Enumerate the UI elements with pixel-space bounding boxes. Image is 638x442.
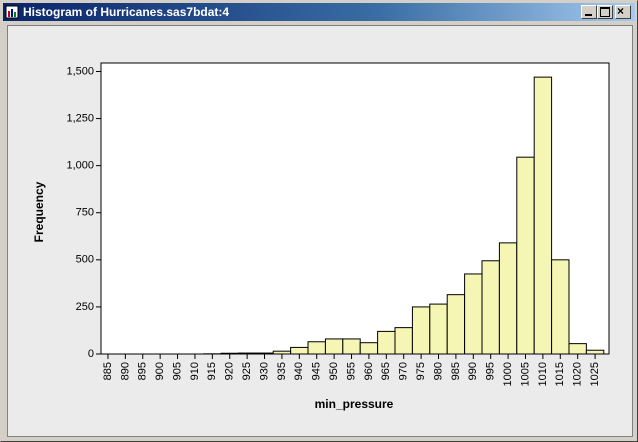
x-tick-label: 950	[328, 362, 340, 380]
y-tick-label: 500	[76, 254, 94, 266]
x-tick-label: 940	[293, 362, 305, 380]
bar	[394, 327, 413, 354]
title-bar: Histogram of Hurricanes.sas7bdat:4 ×	[3, 3, 635, 21]
y-tick-label: 1,000	[66, 160, 94, 172]
x-tick-label: 995	[485, 362, 497, 380]
y-tick-label: 250	[76, 301, 94, 313]
x-tick-label: 985	[450, 362, 462, 380]
x-tick-label: 905	[171, 362, 183, 380]
bar	[585, 349, 605, 354]
x-tick-label: 970	[398, 362, 410, 380]
x-tick-label: 910	[189, 362, 201, 380]
bar	[377, 330, 396, 354]
bar	[272, 350, 292, 354]
bar	[359, 342, 379, 354]
x-tick-label: 955	[345, 362, 357, 380]
bar	[307, 341, 326, 354]
x-tick-label: 900	[154, 362, 166, 380]
bar	[290, 346, 309, 354]
x-tick-label: 885	[102, 362, 114, 380]
x-tick-label: 1025	[589, 362, 601, 386]
x-tick-label: 1005	[519, 362, 531, 386]
x-tick-label: 975	[415, 362, 427, 380]
x-tick-label: 890	[119, 362, 131, 380]
bar	[324, 338, 344, 354]
bar	[516, 156, 535, 354]
x-tick-label: 1015	[554, 362, 566, 386]
x-tick-label: 930	[258, 362, 270, 380]
window-title: Histogram of Hurricanes.sas7bdat:4	[23, 5, 230, 19]
x-tick-label: 1000	[502, 362, 514, 386]
bar	[429, 303, 448, 354]
x-tick-label: 895	[137, 362, 149, 380]
bar	[220, 352, 239, 354]
x-tick-label: 965	[380, 362, 392, 380]
y-tick-label: 1,250	[66, 112, 94, 124]
bar	[411, 306, 431, 354]
bar	[255, 352, 274, 354]
bar	[446, 294, 466, 354]
x-tick-label: 980	[432, 362, 444, 380]
y-tick-label: 1,500	[66, 65, 94, 77]
minimize-button[interactable]	[581, 5, 597, 19]
bar	[551, 259, 570, 354]
y-tick-label: 0	[88, 348, 94, 360]
x-tick-label: 990	[467, 362, 479, 380]
bar	[498, 242, 518, 354]
x-tick-label: 935	[276, 362, 288, 380]
bar	[342, 338, 361, 354]
x-tick-label: 960	[363, 362, 375, 380]
bar	[464, 273, 483, 354]
bar	[237, 352, 257, 354]
app-icon	[5, 5, 19, 19]
bar	[568, 343, 587, 354]
chart: Frequency min_pressure 0 250 500 750 1,000 1,…	[7, 25, 633, 437]
bar	[481, 260, 500, 354]
x-axis-label: min_pressure	[315, 397, 394, 411]
x-tick-label: 925	[241, 362, 253, 380]
close-button[interactable]: ×	[615, 4, 631, 19]
maximize-button[interactable]	[597, 5, 613, 19]
y-axis-label: Frequency	[32, 181, 46, 242]
x-tick-label: 915	[206, 362, 218, 380]
x-tick-label: 1020	[572, 362, 584, 386]
x-tick-label: 920	[224, 362, 236, 380]
x-tick-label: 945	[311, 362, 323, 380]
x-tick-label: 1010	[537, 362, 549, 386]
y-tick-label: 750	[76, 207, 94, 219]
bar	[533, 76, 553, 354]
